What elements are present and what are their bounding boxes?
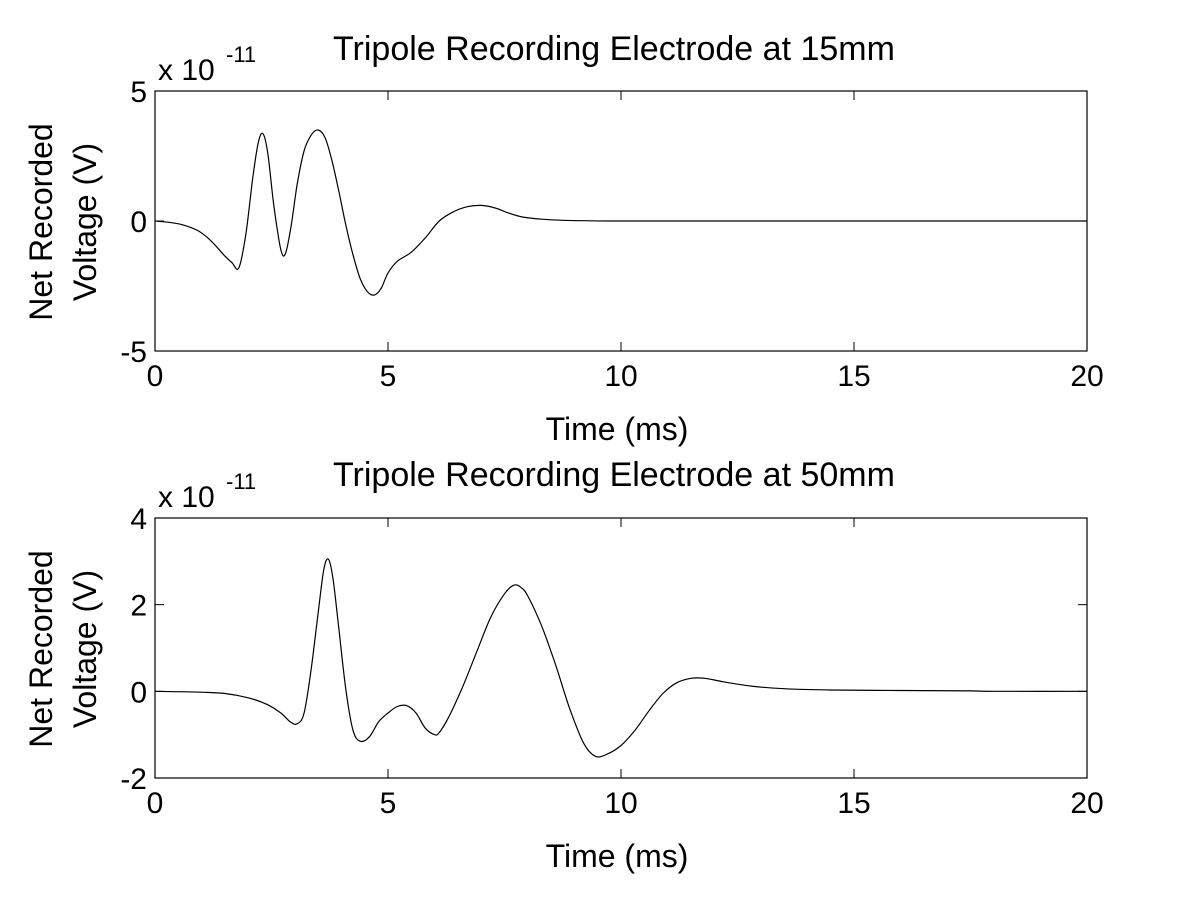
subplot-50mm: Tripole Recording Electrode at 50mm x 10… <box>23 456 1104 874</box>
y-axis-label-line1: Net Recorded <box>23 550 59 747</box>
y-tick-label: 0 <box>130 676 147 709</box>
x-axis-label: Time (ms) <box>546 838 689 874</box>
y-tick-label: 2 <box>130 590 147 623</box>
x-tick-label: 10 <box>604 787 637 820</box>
x-tick-label: 0 <box>147 360 164 393</box>
series-line-50mm <box>154 558 1088 758</box>
y-tick-label: -5 <box>120 336 147 369</box>
x-tick-label: 15 <box>837 360 870 393</box>
exponent-power: -11 <box>226 42 256 67</box>
exponent-label: x 10 <box>158 481 215 514</box>
tick-group: 0 5 10 15 20-505 <box>120 76 1103 393</box>
y-tick-label: 5 <box>130 76 147 109</box>
y-axis-label-line1: Net Recorded <box>23 123 59 320</box>
y-tick-label: 4 <box>130 503 147 536</box>
plot-area <box>154 517 1088 779</box>
y-axis-label-line2: Voltage (V) <box>67 570 103 728</box>
x-tick-label: 20 <box>1070 787 1103 820</box>
exponent-label: x 10 <box>158 54 215 87</box>
chart-title: Tripole Recording Electrode at 15mm <box>333 30 895 68</box>
x-tick-label: 5 <box>380 360 397 393</box>
series-line-15mm <box>154 129 1087 296</box>
x-tick-label: 5 <box>380 787 397 820</box>
x-tick-label: 15 <box>837 787 870 820</box>
chart-title: Tripole Recording Electrode at 50mm <box>333 456 895 494</box>
exponent-power: -11 <box>226 469 256 494</box>
x-tick-label: 10 <box>604 360 637 393</box>
subplot-15mm: Tripole Recording Electrode at 15mm x 10… <box>23 30 1104 447</box>
x-tick-label: 0 <box>147 787 164 820</box>
x-axis-label: Time (ms) <box>546 411 689 447</box>
y-tick-label: 0 <box>130 206 147 239</box>
x-tick-label: 20 <box>1070 360 1103 393</box>
y-axis-label-line2: Voltage (V) <box>67 143 103 301</box>
y-tick-label: -2 <box>120 763 147 796</box>
